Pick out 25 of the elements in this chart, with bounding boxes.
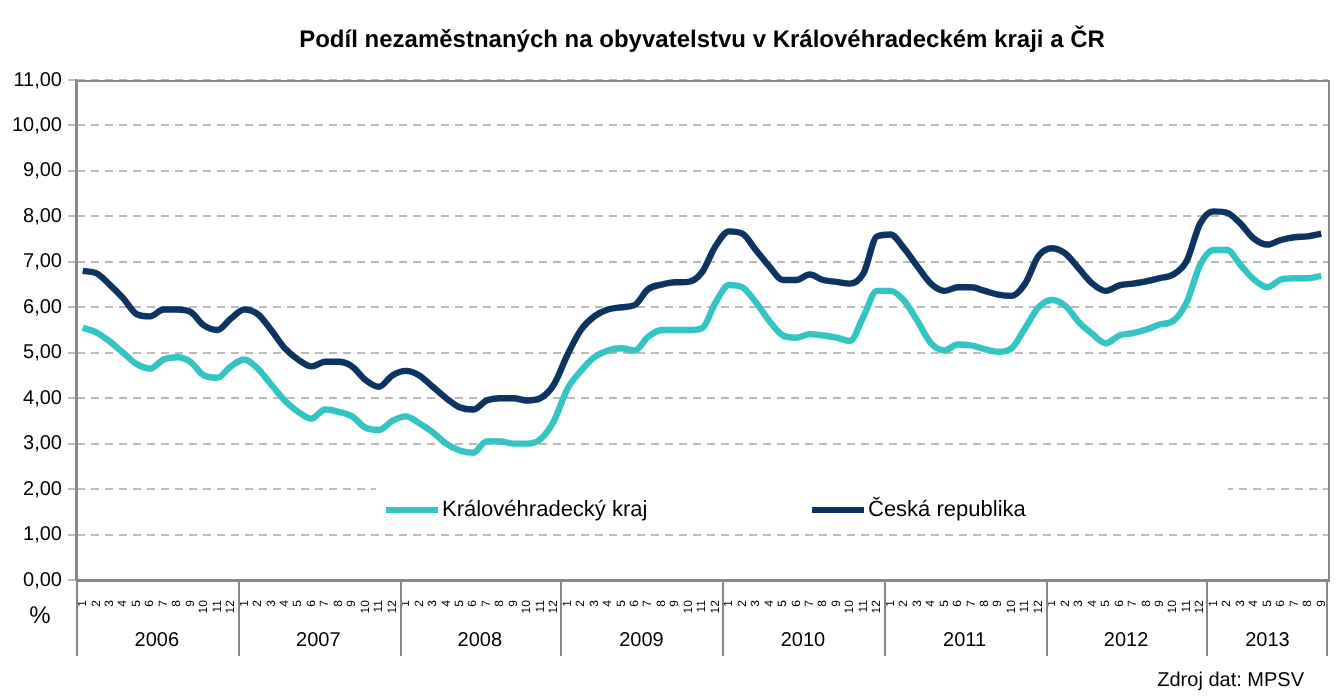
text: 2008: [457, 629, 503, 652]
legend-label: Královéhradecký kraj: [442, 498, 648, 523]
y-tick-label: 2,00: [23, 478, 63, 501]
text: Zdroj dat: MPSV: [1157, 669, 1305, 692]
y-axis-title: %: [29, 600, 52, 629]
y-tick-label: 5,00: [23, 342, 63, 365]
legend-label: Česká republika: [868, 496, 1028, 523]
text: 2011: [943, 629, 987, 652]
text: 2009: [619, 629, 665, 652]
y-tick-label: 4,00: [23, 387, 63, 410]
y-tick-label: 9,00: [23, 160, 63, 183]
text: 2010: [780, 629, 827, 652]
text: 2007: [296, 629, 342, 652]
y-tick-label: 3,00: [23, 433, 63, 456]
chart-title: Podíl nezaměstnaných na obyvatelstvu v Královéhradeckém kraji a ČR: [299, 24, 1106, 53]
y-tick-label: 10,00: [11, 114, 63, 137]
y-tick-label: 7,00: [23, 251, 63, 274]
y-tick-label: 0,00: [23, 569, 63, 592]
text: 2006: [134, 629, 180, 652]
y-tick-label: 11,00: [13, 69, 63, 92]
text: 2013: [1245, 629, 1291, 652]
y-tick-label: 6,00: [23, 296, 63, 319]
y-tick-label: 8,00: [23, 205, 63, 228]
text: 2012: [1103, 629, 1150, 652]
y-tick-label: 1,00: [23, 524, 63, 547]
